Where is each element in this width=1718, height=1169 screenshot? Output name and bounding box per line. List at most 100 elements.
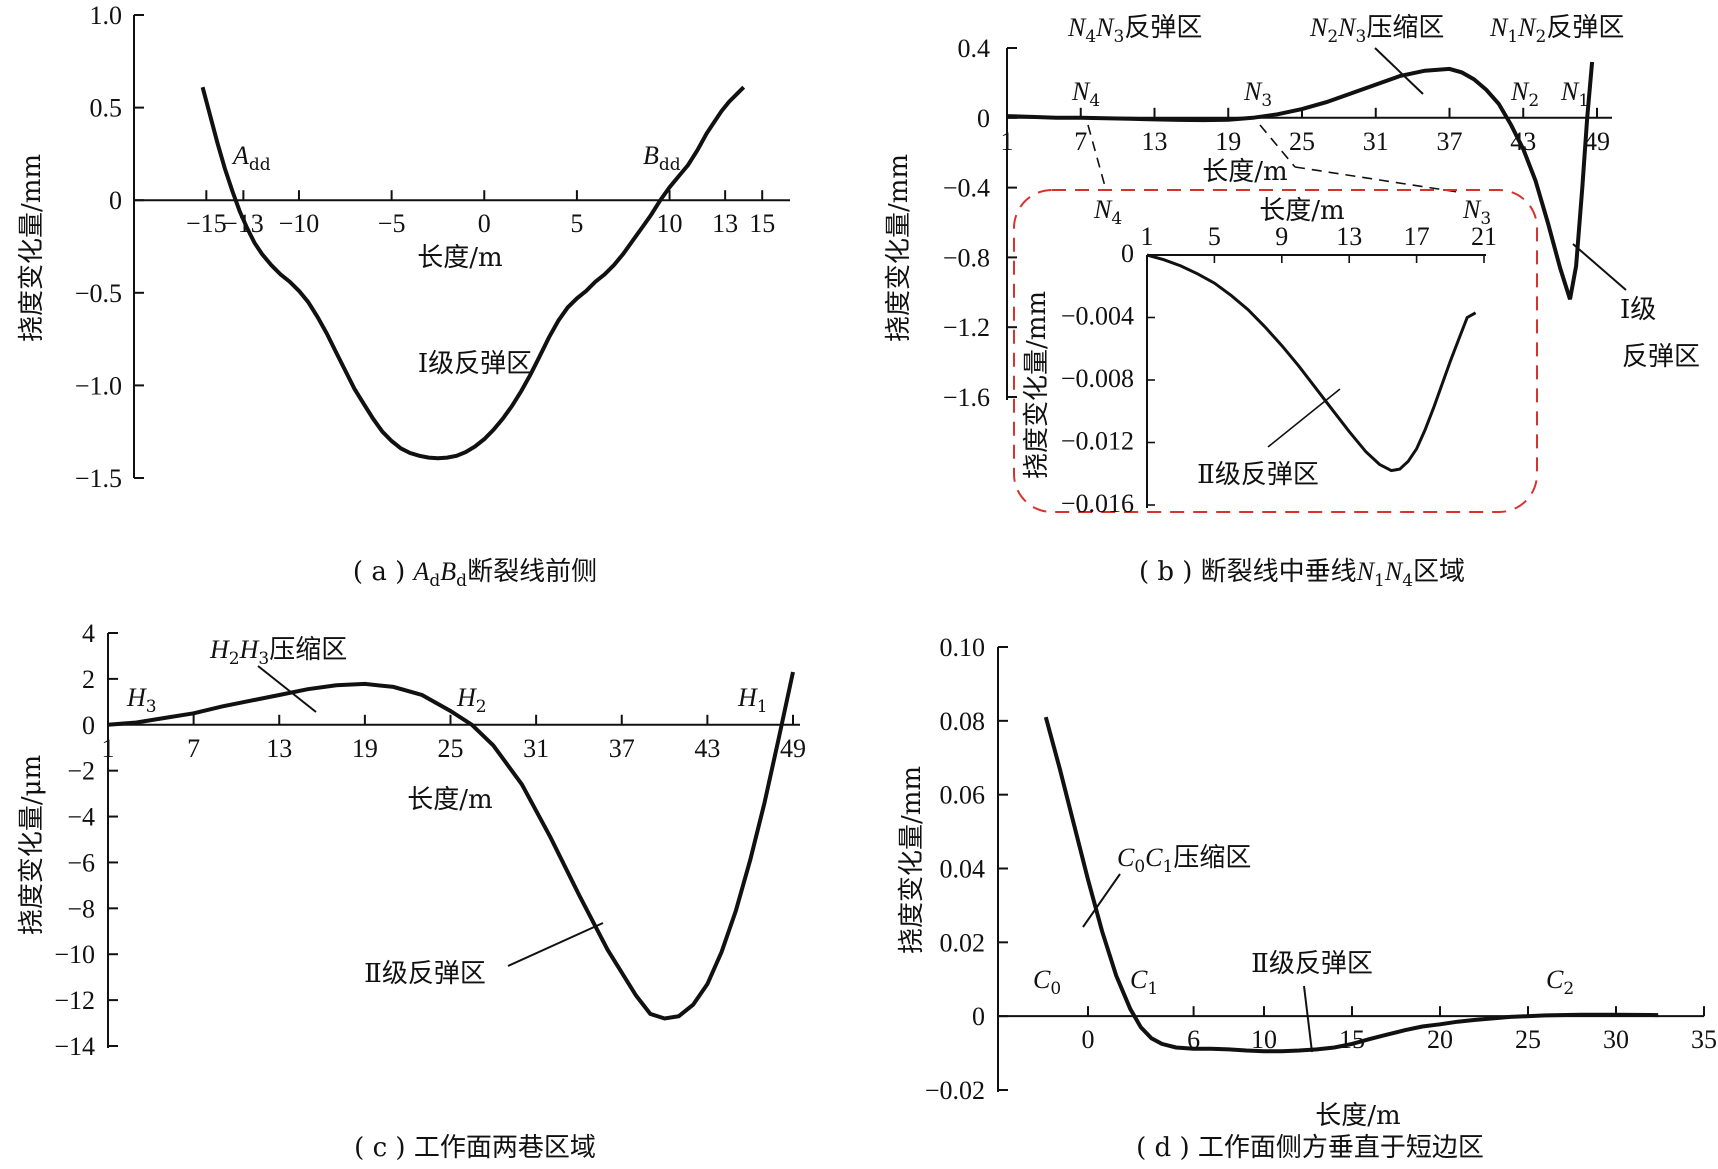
annotation-n2n3: N2N3压缩区: [1309, 13, 1444, 47]
caption-b-part: ( b ) 断裂线中垂线: [1139, 557, 1357, 587]
caption-a: ( a ) AdBd断裂线前侧: [353, 557, 597, 591]
x-tick-label: 49: [1584, 127, 1610, 156]
inset-y-tick-label: −0.016: [1061, 489, 1134, 518]
annotation-n4n3-part: 反弹区: [1124, 13, 1202, 43]
y-tick-label: −12: [54, 986, 95, 1015]
inset-x-tick-label: 17: [1404, 222, 1430, 251]
inset-y-tick-label: −0.008: [1061, 364, 1134, 393]
point-label-h1-part: H: [737, 683, 758, 712]
point-label-n1: N1: [1560, 77, 1589, 111]
point-label-h3: H3: [126, 683, 157, 717]
annotation-add-part: dd: [249, 155, 271, 175]
annotation-n4n3: N4N3反弹区: [1067, 13, 1202, 47]
inset-y-tick-label: 0: [1121, 239, 1134, 268]
callout-label-n3-part: N: [1462, 195, 1482, 224]
y-tick-label: 0: [977, 104, 990, 133]
point-label-n1-part: N: [1560, 77, 1580, 106]
leader-level1: [1572, 243, 1627, 291]
x-tick-label: 37: [1437, 127, 1463, 156]
annotation-n4n3-part: N: [1095, 13, 1115, 42]
y-tick-label: −0.8: [943, 243, 990, 272]
point-label-h3-part: H: [126, 683, 147, 712]
x-tick-label: −5: [378, 209, 406, 238]
annotation-n4n3-part: 4: [1085, 27, 1096, 47]
annotation-h2h3-part: H: [239, 635, 260, 664]
y-tick-label: −6: [67, 848, 95, 877]
caption-a-part: 断裂线前侧: [467, 557, 597, 587]
caption-c: ( c ) 工作面两巷区域: [354, 1133, 596, 1163]
caption-a-part: B: [440, 557, 456, 586]
y-tick-label: 0.02: [940, 928, 986, 957]
annotation-c0c1-part: 0: [1134, 857, 1145, 877]
annotation-add-part: A: [231, 141, 249, 170]
y-tick-label: 0.4: [958, 34, 991, 63]
x-tick-label: 25: [438, 734, 464, 763]
y-tick-label: 0: [82, 711, 95, 740]
annotation-h2h3-part: H: [209, 635, 230, 664]
x-axis-title: 长度/m: [1202, 157, 1287, 187]
annotation-h2h3: H2H3压缩区: [209, 635, 347, 669]
y-axis-title: 挠度变化量/mm: [17, 154, 47, 342]
annotation-c0c1-part: 压缩区: [1173, 843, 1251, 873]
callout-n4: [1087, 124, 1107, 191]
leader-c0c1: [1082, 873, 1121, 928]
caption-b-part: 4: [1402, 571, 1413, 591]
y-tick-label: −1.2: [943, 313, 990, 342]
y-tick-label: −0.5: [75, 279, 122, 308]
inset-frame: [1013, 189, 1538, 513]
annotation-n4n3-part: N: [1067, 13, 1087, 42]
x-tick-label: 0: [1082, 1025, 1095, 1054]
point-label-h2-part: H: [456, 683, 477, 712]
x-tick-label: 15: [749, 209, 775, 238]
inset-y-axis-title: 挠度变化量/mm: [1022, 291, 1052, 479]
x-tick-label: 13: [712, 209, 738, 238]
y-tick-label: −1.0: [75, 371, 122, 400]
callout-label-n4-part: N: [1093, 195, 1113, 224]
y-tick-label: 0: [972, 1002, 985, 1031]
y-tick-label: −8: [67, 894, 95, 923]
callout-label-n4: N4: [1093, 195, 1122, 229]
point-label-h1-part: 1: [757, 697, 768, 717]
point-label-c1-part: 1: [1147, 979, 1158, 999]
x-axis-title: 长度/m: [1315, 1101, 1400, 1131]
x-tick-label: 37: [609, 734, 635, 763]
x-tick-label: 13: [1142, 127, 1168, 156]
point-label-n4: N4: [1071, 77, 1100, 111]
annotation-c0c1-part: C: [1117, 843, 1135, 872]
point-label-n2-part: N: [1510, 77, 1530, 106]
x-tick-label: 19: [352, 734, 378, 763]
callout-label-n4-part: 4: [1111, 209, 1122, 229]
annotation-c0c1: C0C1压缩区: [1117, 843, 1251, 877]
inset-annotation-level2: Ⅱ级反弹区: [1197, 460, 1319, 490]
series-line: [200, 85, 746, 461]
point-label-c0-part: C: [1033, 965, 1051, 994]
y-tick-label: −14: [54, 1032, 95, 1061]
x-tick-label: 19: [1215, 127, 1241, 156]
series-line: [1043, 716, 1659, 1054]
point-label-n3-part: 3: [1261, 91, 1272, 111]
annotation-bdd-part: dd: [659, 155, 681, 175]
point-label-n3-part: N: [1243, 77, 1263, 106]
annotation-n2n3-part: 3: [1356, 27, 1367, 47]
y-tick-label: 0: [109, 186, 122, 215]
x-tick-label: 13: [266, 734, 292, 763]
annotation-level1: Ⅰ级反弹区: [418, 349, 532, 379]
annotation-n1n2: N1N2反弹区: [1489, 13, 1624, 47]
inset-x-tick-label: 1: [1141, 222, 1154, 251]
point-label-n2-part: 2: [1528, 91, 1539, 111]
x-tick-label: 31: [1363, 127, 1389, 156]
x-tick-label: 7: [1074, 127, 1087, 156]
y-tick-label: −4: [67, 803, 95, 832]
x-tick-label: −15: [186, 209, 227, 238]
leader-h2h3: [257, 665, 317, 713]
x-tick-label: 7: [187, 734, 200, 763]
annotation-n1n2-part: 2: [1536, 27, 1547, 47]
callout-n3-a: [1259, 124, 1296, 168]
caption-b: ( b ) 断裂线中垂线N1N4区域: [1139, 557, 1465, 591]
inset-y-tick-label: −0.004: [1061, 302, 1134, 331]
series-line: [1006, 61, 1595, 300]
y-tick-label: −0.02: [925, 1076, 985, 1105]
annotation-n4n3-part: 3: [1114, 27, 1125, 47]
point-label-c1: C1: [1130, 965, 1158, 999]
x-tick-label: 0: [478, 209, 491, 238]
